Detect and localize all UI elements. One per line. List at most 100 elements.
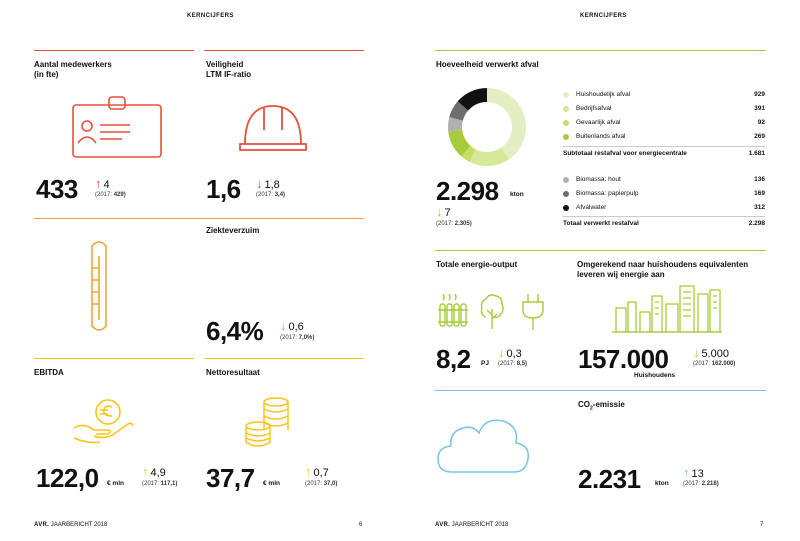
legend-value: 169 [754,190,765,197]
employees-value: 433 [36,174,78,204]
legend-swatch [563,106,569,112]
arrow-up-icon: ↑ [95,176,102,191]
tree-icon [480,294,504,329]
energy-prev: (2017: 8,5) [498,361,528,367]
energy-unit: PJ [481,360,489,367]
thermometer-icon [91,241,107,331]
legend-row: Gevaarlijk afval 92 [563,118,765,129]
donut-slice [486,88,526,160]
section-rule [435,50,766,51]
co2-prev: (2017: 2.218) [683,481,719,487]
legend-row: Huishoudelijk afval 929 [563,90,765,101]
legend-label: Buitenlands afval [576,133,626,140]
cloud-icon [437,419,529,473]
left-page-number: 6 [359,522,363,528]
employees-title: Aantal medewerkers (in fte) [34,60,112,79]
co2-change: ↑ 13 [683,465,704,480]
legend-value: 136 [754,176,765,183]
waste-unit: kton [510,191,524,198]
net-prev: (2017: 37,0) [305,481,338,487]
net-value: 37,7 [206,463,255,493]
legend-swatch [563,120,569,126]
arrow-up-icon: ↑ [142,464,149,479]
divider [563,146,765,147]
legend-row: Biomassa: hout 136 [563,175,765,186]
legend-swatch [563,191,569,197]
legend-label: Biomassa: papierpulp [576,190,639,197]
id-badge-icon [72,96,162,158]
donut-slice [469,147,510,166]
right-page-header: KERNCIJFERS [580,13,627,19]
section-rule [34,358,194,359]
arrow-up-icon: ↑ [683,465,690,480]
waste-donut-chart [448,88,526,166]
legend-swatch [563,177,569,183]
legend-row: Afvalwater 312 [563,203,765,214]
arrow-down-icon: ↓ [693,345,700,360]
households-title: Omgerekend naar huishoudens equivalenten… [577,260,749,279]
households-value: 157.000 [578,344,669,374]
section-rule [34,218,364,219]
arrow-down-icon: ↓ [280,318,287,333]
left-footer: AVR. JAARBERICHT 2018 [34,522,108,528]
arrow-down-icon: ↓ [436,204,443,219]
employees-change: ↑ 4 [95,176,110,191]
donut-slice [457,88,488,111]
co2-unit: kton [655,480,669,487]
left-page-header: KERNCIJFERS [187,13,234,19]
coin-stacks-icon [245,397,289,447]
right-page-number: 7 [760,522,764,528]
sick-value: 6,4% [206,316,264,346]
legend-value: 269 [754,133,765,140]
safety-value: 1,6 [206,174,241,204]
safety-title: Veiligheid LTM IF-ratio [206,60,252,79]
legend-value: 312 [754,204,765,211]
energy-value: 8,2 [436,344,471,374]
waste-value: 2.298 [436,176,499,206]
waste-total: Totaal verwerkt restafval 2.298 [563,220,765,227]
waste-prev: (2017: 2.305) [436,221,472,227]
hard-hat-icon [239,105,307,151]
ebitda-title: EBITDA [34,368,64,377]
safety-change: ↓ 1,8 [256,176,280,191]
energy-change: ↓ 0,3 [498,345,522,360]
donut-slice [449,101,469,122]
arrow-down-icon: ↓ [256,176,263,191]
legend-value: 92 [757,119,765,126]
section-rule [204,50,364,51]
legend-row: Buitenlands afval 269 [563,132,765,143]
safety-prev: (2017: 3,4) [256,192,286,198]
divider [563,216,765,217]
co2-title: CO2-emissie [578,400,625,412]
households-unit: Huishoudens [634,372,676,379]
section-rule [577,250,766,251]
legend-label: Huishoudelijk afval [576,91,631,98]
legend-value: 391 [754,105,765,112]
euro-coin-hand-icon [73,399,134,444]
legend-label: Gevaarlijk afval [576,119,621,126]
employees-prev: (2017: 429) [95,192,126,198]
arrow-down-icon: ↓ [498,345,505,360]
households-change: ↓ 5.000 [693,345,730,360]
ebitda-value: 122,0 [36,463,99,493]
net-unit: € mln [263,480,280,487]
energy-title: Totale energie-output [436,260,518,269]
legend-row: Bedrijfsafval 391 [563,104,765,115]
net-title: Nettoresultaat [206,368,260,377]
donut-slice [461,145,476,162]
legend-swatch [563,134,569,140]
plug-icon [522,294,544,330]
net-change: ↑ 0,7 [305,464,329,479]
arrow-up-icon: ↑ [305,464,312,479]
legend-row: Biomassa: papierpulp 169 [563,189,765,200]
legend-label: Bedrijfsafval [576,105,612,112]
co2-value: 2.231 [578,464,641,494]
section-rule [435,250,591,251]
sick-title: Ziekteverzuim [206,226,260,235]
households-prev: (2017: 162.000) [693,361,736,367]
sick-change: ↓ 0,6 [280,318,304,333]
right-footer: AVR. JAARBERICHT 2018 [435,522,509,528]
legend-label: Afvalwater [576,204,607,211]
waste-change: ↓ 7 [436,204,451,219]
section-rule [435,390,766,391]
